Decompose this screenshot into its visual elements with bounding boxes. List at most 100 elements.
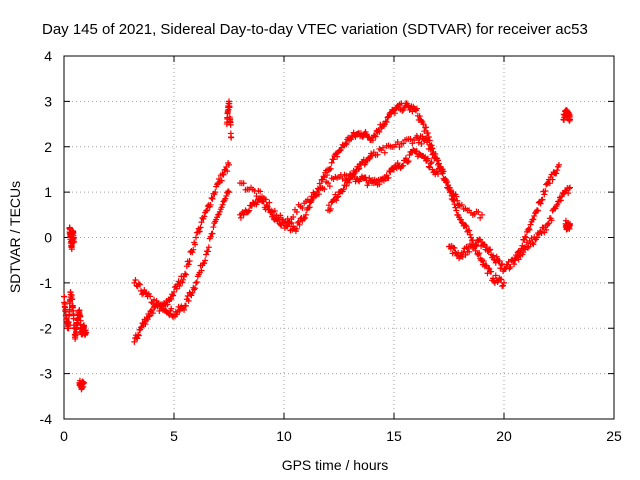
data-point <box>324 172 331 179</box>
data-point <box>293 225 300 232</box>
data-point <box>191 286 198 293</box>
data-point <box>487 246 494 253</box>
data-point <box>493 253 500 260</box>
data-point <box>430 150 437 157</box>
data-point <box>501 279 507 286</box>
data-point <box>525 225 532 232</box>
x-tick-label: 5 <box>170 428 178 444</box>
data-point <box>492 272 499 279</box>
data-point <box>557 197 564 204</box>
data-point <box>524 244 531 251</box>
data-point <box>271 207 278 214</box>
data-point <box>264 203 271 210</box>
data-point <box>446 189 453 196</box>
data-marks <box>61 98 573 393</box>
data-point <box>189 289 196 296</box>
data-point <box>168 305 175 312</box>
data-point <box>523 234 529 241</box>
data-point <box>467 231 474 238</box>
data-point <box>498 261 505 268</box>
data-point <box>216 208 223 215</box>
data-point <box>566 185 573 192</box>
data-point <box>316 180 323 187</box>
data-point <box>302 214 309 221</box>
data-point <box>193 279 199 286</box>
data-point <box>327 205 334 212</box>
data-point <box>203 251 210 258</box>
data-point <box>209 195 216 202</box>
data-point <box>446 184 452 191</box>
data-point <box>462 222 469 229</box>
data-point <box>203 207 210 214</box>
data-point <box>220 171 227 178</box>
data-point <box>372 133 379 140</box>
data-point <box>488 268 495 275</box>
data-point <box>376 128 383 135</box>
data-point <box>343 182 350 189</box>
data-point <box>534 207 541 214</box>
data-point <box>418 140 425 147</box>
data-point <box>303 211 309 218</box>
data-point <box>198 219 205 226</box>
data-point <box>554 167 561 174</box>
data-point <box>160 306 167 313</box>
data-point <box>404 159 411 166</box>
data-point <box>496 257 503 264</box>
x-tick-label: 15 <box>386 428 402 444</box>
data-point <box>306 204 313 211</box>
data-point <box>277 212 284 219</box>
data-point <box>531 212 538 219</box>
data-point <box>515 256 522 263</box>
data-point <box>296 221 303 228</box>
data-point <box>61 293 68 300</box>
data-point <box>320 173 327 180</box>
data-point <box>146 312 153 319</box>
chart-title: Day 145 of 2021, Sidereal Day-to-day VTE… <box>42 21 588 38</box>
data-point <box>212 189 219 196</box>
y-tick-label: 2 <box>44 139 52 155</box>
data-point <box>391 110 398 117</box>
data-point <box>132 277 139 284</box>
data-point <box>424 137 431 144</box>
data-point <box>480 241 487 248</box>
data-point <box>545 220 552 227</box>
data-point <box>549 176 556 183</box>
data-point <box>369 137 376 144</box>
data-point <box>451 245 458 252</box>
data-point <box>490 252 496 259</box>
data-point <box>424 129 431 136</box>
data-point <box>295 218 302 225</box>
data-point <box>207 233 214 240</box>
data-point <box>208 195 215 202</box>
data-point <box>202 257 209 264</box>
data-point <box>226 189 232 196</box>
data-point <box>542 187 549 194</box>
data-point <box>485 265 492 272</box>
data-point <box>142 289 149 296</box>
data-point <box>306 199 313 206</box>
data-point <box>223 192 230 199</box>
data-point <box>472 247 479 254</box>
x-tick-label: 25 <box>606 428 622 444</box>
data-point <box>385 174 392 181</box>
data-point <box>554 201 561 208</box>
data-point <box>240 180 247 187</box>
data-point <box>262 196 269 203</box>
data-point <box>193 234 199 241</box>
data-point <box>193 279 200 286</box>
data-point <box>219 201 226 208</box>
data-point <box>384 114 391 121</box>
data-point <box>301 215 308 222</box>
data-point <box>342 140 349 147</box>
data-point <box>427 146 434 153</box>
data-point <box>149 300 156 307</box>
data-point <box>325 180 331 187</box>
data-point <box>420 121 427 128</box>
data-point <box>228 134 235 141</box>
data-point <box>376 181 383 188</box>
data-point <box>65 319 72 326</box>
y-tick-label: -1 <box>40 275 53 291</box>
data-point <box>181 306 188 313</box>
data-point <box>180 276 187 283</box>
data-point <box>383 118 390 125</box>
